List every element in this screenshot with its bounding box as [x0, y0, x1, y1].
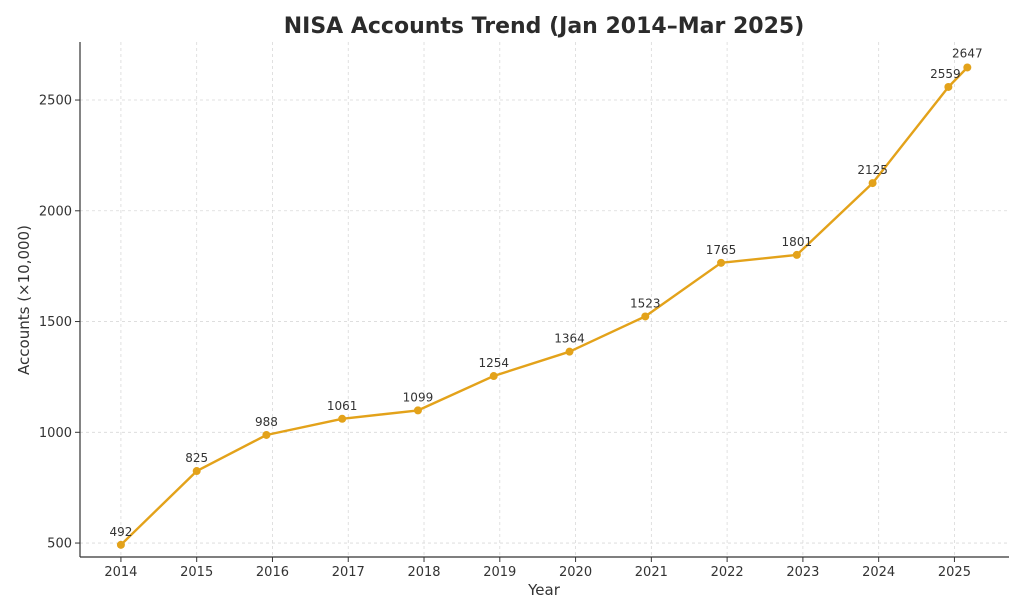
x-tick-label: 2014 — [104, 565, 137, 580]
x-tick-label: 2018 — [407, 565, 440, 580]
data-labels: 492 825 988 1061 1099 1254 1364 1523 1765 1801 212… — [109, 46, 982, 538]
axes — [75, 42, 1009, 562]
data-point — [262, 430, 271, 439]
x-tick-label: 2021 — [635, 565, 668, 580]
x-tick-label: 2016 — [256, 565, 289, 580]
data-label: 2125 — [857, 163, 888, 177]
data-point — [565, 347, 574, 356]
x-tick-label: 2023 — [786, 565, 819, 580]
y-tick-label: 500 — [47, 537, 72, 552]
chart-title: NISA Accounts Trend (Jan 2014–Mar 2025) — [284, 14, 805, 39]
data-label: 1061 — [327, 399, 358, 413]
gridlines — [80, 42, 1009, 557]
x-axis-label: Year — [527, 581, 561, 599]
series — [116, 63, 972, 549]
x-tick-label: 2022 — [711, 565, 744, 580]
data-label: 1765 — [706, 243, 737, 257]
x-tick-label: 2017 — [332, 565, 365, 580]
data-label: 1364 — [554, 332, 585, 346]
y-tick-label: 2000 — [39, 204, 72, 219]
data-point — [868, 179, 877, 188]
x-tick-label: 2025 — [938, 565, 971, 580]
y-tick-label: 1500 — [39, 315, 72, 330]
data-label: 1523 — [630, 296, 661, 310]
data-point — [116, 540, 125, 549]
data-label: 1801 — [782, 235, 813, 249]
x-tick-label: 2015 — [180, 565, 213, 580]
data-label: 1099 — [403, 390, 434, 404]
x-tick-label: 2020 — [559, 565, 592, 580]
y-tick-label: 2500 — [39, 94, 72, 109]
data-point — [944, 82, 953, 91]
data-point — [489, 372, 498, 381]
data-label: 1254 — [478, 356, 509, 370]
data-point — [192, 467, 201, 476]
data-label: 492 — [109, 525, 132, 539]
data-label: 2647 — [952, 46, 983, 60]
data-point — [963, 63, 972, 72]
x-tick-label: 2024 — [862, 565, 895, 580]
data-label: 825 — [185, 451, 208, 465]
data-point — [717, 258, 726, 267]
y-tick-label: 1000 — [39, 426, 72, 441]
y-axis-label: Accounts (×10,000) — [15, 225, 33, 375]
x-tick-label: 2019 — [483, 565, 516, 580]
data-point — [338, 414, 347, 423]
data-label: 2559 — [930, 67, 961, 81]
data-label: 988 — [255, 415, 278, 429]
data-point — [792, 250, 801, 259]
series-line — [120, 66, 969, 546]
tick-labels: 2014 2015 2016 2017 2018 2019 2020 2021 2022 2023… — [39, 94, 971, 580]
data-point — [413, 406, 422, 415]
data-point — [641, 312, 650, 321]
